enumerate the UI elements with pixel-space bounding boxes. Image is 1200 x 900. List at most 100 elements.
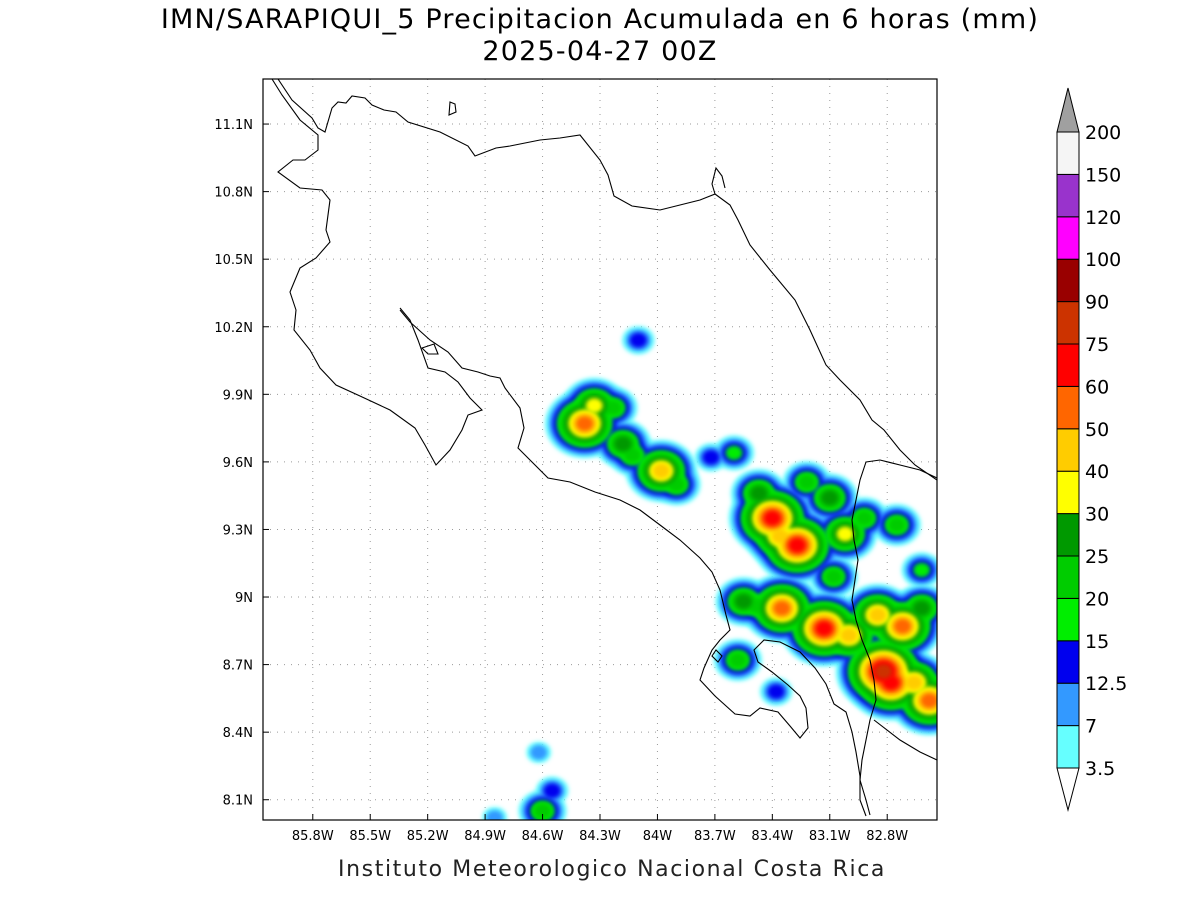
map-title: IMN/SARAPIQUI_5 Precipitacion Acumulada … bbox=[161, 4, 1039, 35]
precip-contour bbox=[913, 600, 931, 616]
colorbar-label: 7 bbox=[1085, 716, 1097, 738]
nicoya-island bbox=[420, 343, 439, 355]
colorbar-label: 30 bbox=[1085, 504, 1109, 526]
lat-tick-label: 8.4N bbox=[223, 726, 253, 741]
colorbar-bottom-arrow bbox=[1056, 767, 1080, 812]
precip-contour bbox=[534, 803, 552, 819]
lat-tick-label: 8.7N bbox=[223, 659, 253, 674]
colorbar-band bbox=[1056, 173, 1080, 218]
colorbar-label: 50 bbox=[1085, 419, 1109, 441]
colorbar-band bbox=[1056, 682, 1080, 727]
caribbean-coast bbox=[714, 193, 937, 481]
nicaragua-lake-shore bbox=[277, 79, 726, 211]
colorbar-band bbox=[1056, 343, 1080, 387]
precip-contour bbox=[913, 562, 931, 578]
lon-tick-label: 84.9W bbox=[464, 829, 506, 844]
map-subtitle-date: 2025-04-27 00Z bbox=[482, 36, 717, 67]
lon-tick-label: 83.1W bbox=[809, 829, 851, 844]
colorbar-band bbox=[1056, 640, 1080, 684]
lat-tick-label: 9N bbox=[235, 591, 253, 606]
precip-contour bbox=[788, 537, 806, 553]
precip-contour bbox=[750, 486, 768, 501]
colorbar-band bbox=[1056, 725, 1080, 769]
small-island-bocas bbox=[711, 649, 723, 663]
colorbar-band bbox=[1056, 216, 1080, 260]
colorbar-label: 60 bbox=[1085, 376, 1109, 398]
colorbar-band bbox=[1056, 258, 1080, 303]
precip-contour bbox=[825, 569, 843, 585]
lon-tick-label: 84W bbox=[643, 829, 673, 844]
precip-contour bbox=[855, 510, 873, 526]
precip-contour bbox=[821, 490, 839, 506]
colorbar-label: 200 bbox=[1085, 122, 1121, 144]
colorbar-label: 3.5 bbox=[1085, 758, 1115, 780]
colorbar-label: 12.5 bbox=[1085, 673, 1127, 695]
lat-tick-label: 9.3N bbox=[223, 523, 253, 538]
lon-tick-label: 84.6W bbox=[522, 829, 564, 844]
precip-contour bbox=[624, 447, 642, 463]
longitude-axis: 85.8W 85.5W 85.2W 84.9W 84.6W 84.3W 84W 83.7W 83… bbox=[292, 814, 908, 844]
colorbar-label: 15 bbox=[1085, 631, 1109, 653]
precip-contour bbox=[920, 693, 937, 709]
colorbar-label: 100 bbox=[1085, 249, 1121, 271]
precip-contour bbox=[836, 526, 854, 542]
colorbar-band bbox=[1056, 470, 1080, 515]
lat-tick-label: 10.8N bbox=[214, 186, 253, 201]
precip-contour bbox=[543, 783, 561, 799]
colorbar: 3.5 7 12.5 15 20 25 30 40 50 60 75 90 100 120 150 200 bbox=[1056, 87, 1127, 812]
colorbar-top-arrow bbox=[1056, 87, 1080, 133]
precip-contour bbox=[815, 621, 833, 636]
lon-tick-label: 85.5W bbox=[349, 829, 391, 844]
precip-contour bbox=[763, 510, 781, 526]
lon-tick-label: 85.8W bbox=[292, 829, 334, 844]
precipitation-field bbox=[482, 326, 937, 820]
precip-contour bbox=[576, 416, 594, 431]
lon-tick-label: 83.4W bbox=[751, 829, 793, 844]
lat-tick-label: 10.5N bbox=[214, 253, 253, 268]
lon-tick-label: 83.7W bbox=[694, 829, 736, 844]
colorbar-label: 150 bbox=[1085, 164, 1121, 186]
precip-contour bbox=[614, 436, 632, 452]
lat-tick-label: 8.1N bbox=[223, 794, 253, 809]
colorbar-label: 75 bbox=[1085, 334, 1109, 356]
precip-contour bbox=[604, 400, 622, 416]
precip-contour bbox=[725, 445, 743, 461]
map-gridlines bbox=[263, 79, 937, 820]
precip-contour bbox=[585, 398, 603, 413]
colorbar-label: 40 bbox=[1085, 461, 1109, 483]
colorbar-band bbox=[1056, 301, 1080, 345]
precip-contour bbox=[894, 618, 912, 634]
island-in-lake bbox=[448, 101, 457, 116]
latitude-axis: 8.1N 8.4N 8.7N 9N 9.3N 9.6N 9.9N 10.2N 10.5N 10.8… bbox=[214, 118, 269, 809]
colorbar-band bbox=[1056, 428, 1080, 472]
precip-contour bbox=[874, 663, 892, 679]
chiriqui-coast bbox=[873, 719, 937, 761]
colorbar-label: 20 bbox=[1085, 588, 1109, 610]
colorbar-label: 90 bbox=[1085, 292, 1109, 314]
lat-tick-label: 10.2N bbox=[214, 321, 253, 336]
colorbar-label: 120 bbox=[1085, 207, 1121, 229]
precip-contour bbox=[652, 463, 670, 479]
colorbar-band bbox=[1056, 555, 1080, 599]
precip-contour bbox=[798, 474, 816, 490]
lon-tick-label: 82.8W bbox=[866, 829, 908, 844]
lat-tick-label: 9.6N bbox=[223, 456, 253, 471]
colorbar-label: 25 bbox=[1085, 546, 1109, 568]
precip-contour bbox=[767, 684, 785, 700]
colorbar-band bbox=[1056, 597, 1080, 642]
precip-contour bbox=[888, 517, 906, 533]
lon-tick-label: 85.2W bbox=[407, 829, 449, 844]
colorbar-band bbox=[1056, 131, 1080, 175]
precip-contour bbox=[905, 675, 923, 691]
panama-border bbox=[851, 459, 937, 816]
lon-tick-label: 84.3W bbox=[579, 829, 621, 844]
precip-contour bbox=[702, 449, 720, 465]
precip-contour bbox=[729, 652, 747, 668]
lat-tick-label: 9.9N bbox=[223, 388, 253, 403]
precip-contour bbox=[629, 332, 647, 348]
lat-tick-label: 11.1N bbox=[214, 118, 253, 133]
coastline-and-borders bbox=[271, 79, 937, 817]
colorbar-band bbox=[1056, 513, 1080, 557]
precip-contour bbox=[735, 594, 753, 609]
precip-contour bbox=[773, 600, 791, 616]
